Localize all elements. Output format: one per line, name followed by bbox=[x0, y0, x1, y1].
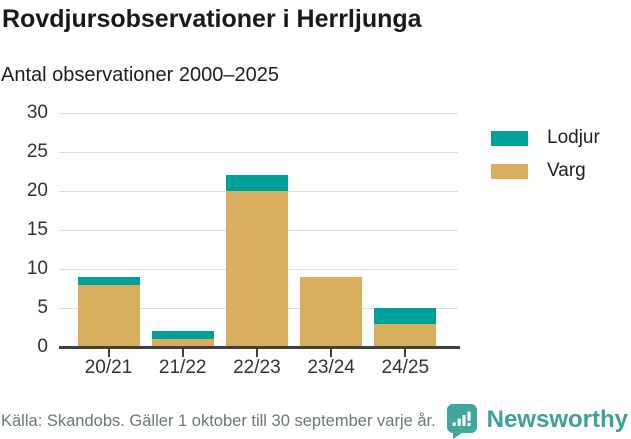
newsworthy-logo: Newsworthy bbox=[446, 403, 628, 439]
gridline-30 bbox=[59, 113, 458, 114]
x-axis-category-label: 20/21 bbox=[84, 357, 133, 378]
legend-label-varg: Varg bbox=[547, 160, 586, 181]
y-axis-tick-label: 5 bbox=[37, 297, 48, 318]
x-axis-tick bbox=[255, 349, 258, 357]
x-axis-tick bbox=[404, 349, 407, 357]
legend-label-lodjur: Lodjur bbox=[547, 127, 600, 148]
gridline-25 bbox=[59, 152, 458, 153]
y-axis-tick-label: 10 bbox=[26, 258, 48, 279]
legend-item-lodjur: Lodjur bbox=[491, 128, 600, 148]
legend-swatch-varg bbox=[491, 163, 528, 179]
newsworthy-bubble-chart-icon bbox=[446, 404, 477, 439]
bar-21/22-lodjur bbox=[151, 331, 214, 340]
bar-22/23-lodjur bbox=[225, 175, 288, 191]
x-axis-tick bbox=[107, 349, 110, 357]
chart-legend: Lodjur Varg bbox=[491, 128, 600, 194]
x-axis-category-label: 23/24 bbox=[307, 357, 355, 378]
x-axis-category-label: 24/25 bbox=[381, 357, 430, 378]
bar-24/25-lodjur bbox=[374, 308, 437, 324]
x-axis-category-label: 21/22 bbox=[158, 357, 207, 378]
x-axis-tick bbox=[181, 349, 184, 357]
y-axis-tick-label: 15 bbox=[26, 219, 48, 240]
x-axis-tick bbox=[330, 349, 333, 357]
y-axis-tick-label: 30 bbox=[26, 102, 48, 123]
x-axis-line bbox=[59, 346, 460, 349]
legend-swatch-lodjur bbox=[491, 130, 528, 146]
legend-item-varg: Varg bbox=[491, 161, 600, 181]
bar-20/21-varg bbox=[77, 284, 140, 347]
y-axis-tick-label: 0 bbox=[37, 336, 48, 357]
x-axis-category-label: 22/23 bbox=[233, 357, 281, 378]
newsworthy-wordmark: Newsworthy bbox=[486, 406, 628, 433]
bar-21/22-varg bbox=[151, 339, 214, 347]
bar-24/25-varg bbox=[374, 323, 437, 347]
bar-20/21-lodjur bbox=[77, 276, 140, 285]
y-axis-tick-label: 25 bbox=[26, 141, 48, 162]
source-note: Källa: Skandobs. Gäller 1 oktober till 3… bbox=[1, 412, 436, 430]
bar-23/24-varg bbox=[300, 276, 363, 347]
bar-22/23-varg bbox=[225, 191, 288, 347]
chart-subtitle: Antal observationer 2000–2025 bbox=[1, 64, 279, 86]
y-axis-tick-label: 20 bbox=[26, 180, 48, 201]
chart-title: Rovdjursobservationer i Herrljunga bbox=[2, 5, 422, 33]
